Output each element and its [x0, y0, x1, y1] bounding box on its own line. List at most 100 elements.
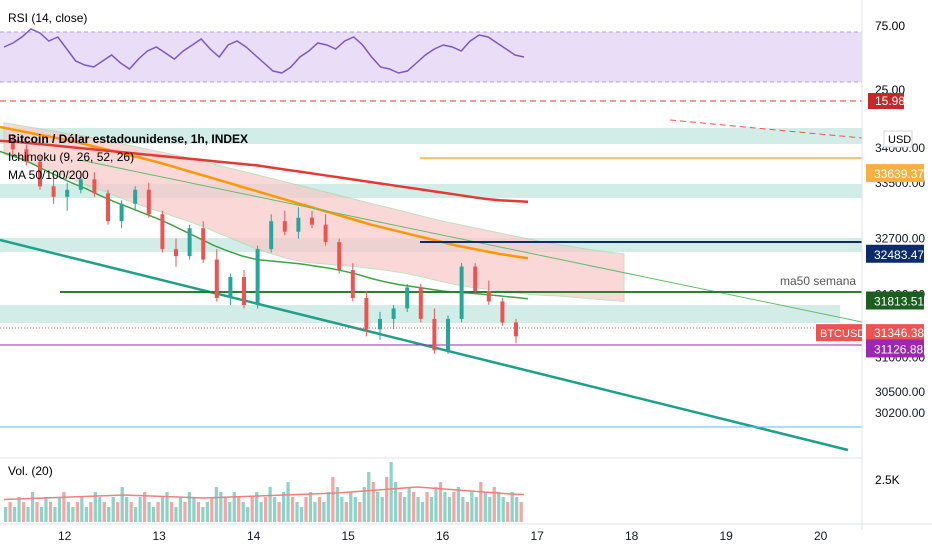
volume-bar	[295, 502, 299, 522]
time-tick: 18	[625, 529, 639, 543]
candle	[378, 311, 382, 340]
candle	[228, 273, 233, 305]
volume-bar	[62, 492, 66, 522]
volume-bar	[147, 502, 151, 522]
volume-bar	[116, 502, 120, 522]
candle	[24, 144, 29, 166]
ma50-line	[0, 150, 529, 300]
volume-bar	[44, 497, 48, 522]
volume-bar	[335, 487, 340, 522]
volume-bar	[465, 502, 470, 522]
volume-bar	[510, 492, 514, 522]
candle	[364, 290, 369, 337]
volume-bar	[53, 507, 57, 522]
rsi-title: RSI (14, close)	[8, 11, 87, 25]
volume-bar	[223, 497, 227, 522]
candle	[514, 318, 518, 344]
candle	[92, 172, 97, 197]
candle	[391, 304, 396, 330]
volume-ma-line	[3, 486, 525, 501]
candle	[310, 210, 314, 229]
purple-level-badge: 31126.88	[866, 339, 924, 358]
volume-bar	[138, 497, 142, 522]
volume-bar	[389, 462, 393, 522]
volume-bar	[17, 497, 21, 522]
rsi-pane: RSI (14, close) 75.00 25.00 15.98	[0, 11, 905, 109]
usd-button-label[interactable]: USD	[888, 134, 911, 146]
volume-bar	[12, 507, 17, 522]
candle	[473, 263, 478, 295]
volume-bar	[134, 507, 138, 522]
ma200-line	[0, 139, 529, 203]
gold-level-badge: 33639.37	[866, 164, 924, 183]
volume-bar	[39, 507, 44, 522]
volume-bar	[268, 487, 272, 522]
volume-bar	[102, 502, 106, 522]
volume-bar	[125, 497, 129, 522]
volume-bar	[290, 497, 295, 522]
volume-bar	[407, 487, 411, 522]
volume-bar	[420, 502, 425, 522]
volume-bar	[241, 502, 245, 522]
volume-bar	[322, 502, 326, 522]
volume-bar	[299, 507, 304, 522]
candle	[106, 189, 110, 225]
volume-bar	[434, 487, 438, 522]
volume-bar	[237, 497, 241, 522]
candle	[187, 224, 192, 260]
volume-bar	[84, 507, 88, 522]
volume-bar	[376, 492, 380, 522]
band-top	[0, 128, 862, 144]
volume-bar	[443, 492, 447, 522]
time-tick: 14	[247, 529, 261, 543]
candle	[146, 182, 151, 218]
volume-bar	[57, 497, 62, 522]
volume-bar	[479, 482, 483, 522]
volume-bar	[506, 502, 510, 522]
volume-bar	[272, 497, 277, 522]
volume-bar	[519, 502, 523, 522]
candle	[337, 238, 342, 274]
indicator-ichimoku: Ichimoku (9, 26, 52, 26)	[8, 150, 134, 164]
volume-bar	[349, 492, 353, 522]
time-tick: 17	[531, 529, 545, 543]
candle	[486, 280, 491, 305]
volume-bar	[429, 497, 434, 522]
red-dashed-trendline	[669, 119, 863, 139]
volume-bar	[492, 487, 496, 522]
usd-button[interactable]	[883, 130, 913, 148]
volume-bar	[331, 477, 335, 522]
volume-bar	[398, 492, 402, 522]
volume-bar	[461, 497, 465, 522]
volume-pane: Vol. (20) 2.5K	[0, 457, 900, 522]
volume-bar	[286, 482, 290, 522]
volume-bar	[452, 492, 456, 522]
volume-bar	[402, 497, 407, 522]
candle	[119, 200, 124, 229]
candle	[242, 270, 246, 309]
time-tick: 15	[342, 529, 356, 543]
candle	[323, 214, 328, 246]
candle	[282, 210, 287, 236]
volume-bar	[228, 502, 232, 522]
indicator-ma: MA 50/100/200	[8, 168, 89, 182]
volume-bar	[169, 502, 174, 522]
time-tick: 16	[436, 529, 450, 543]
volume-bar	[187, 492, 192, 522]
volume-bar	[89, 502, 93, 522]
volume-bar	[385, 477, 389, 522]
volume-bar	[438, 482, 443, 522]
volume-bar	[8, 502, 12, 522]
candle	[432, 308, 437, 354]
volume-bar	[358, 502, 362, 522]
price-tick: 32700.00	[875, 232, 925, 246]
volume-title: Vol. (20)	[8, 464, 53, 478]
volume-bar	[394, 482, 398, 522]
candle	[418, 284, 423, 323]
volume-bar	[156, 502, 160, 522]
volume-bar	[75, 502, 80, 522]
volume-bar	[317, 497, 322, 522]
gold-level-label: 33639.37	[874, 167, 924, 181]
candle	[78, 175, 83, 194]
